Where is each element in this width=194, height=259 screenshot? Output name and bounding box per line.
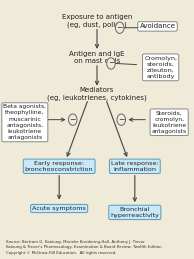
Text: Avoidance: Avoidance [139, 23, 176, 30]
Text: Cromolyn,
steroids,
zileuton,
antibody: Cromolyn, steroids, zileuton, antibody [144, 55, 177, 79]
Circle shape [107, 58, 115, 69]
Text: −: − [118, 115, 124, 124]
Text: Antigen and IgE
on mast cells: Antigen and IgE on mast cells [69, 51, 125, 64]
Text: Mediators
(eg, leukotrienes, cytokines): Mediators (eg, leukotrienes, cytokines) [47, 87, 147, 101]
Text: −: − [70, 115, 76, 124]
Circle shape [115, 22, 124, 33]
Text: Acute symptoms: Acute symptoms [32, 206, 86, 211]
Text: Late response:
inflammation: Late response: inflammation [111, 161, 159, 172]
Text: −: − [117, 23, 123, 32]
Text: Steroids,
cromolyn,
leukotriene
antagonists: Steroids, cromolyn, leukotriene antagoni… [152, 110, 187, 134]
Text: Exposure to antigen
(eg, dust, pollen): Exposure to antigen (eg, dust, pollen) [62, 13, 132, 28]
Circle shape [68, 114, 77, 125]
Text: −: − [108, 59, 114, 67]
Circle shape [117, 114, 126, 125]
Text: Early response:
bronchooconstriction: Early response: bronchooconstriction [25, 161, 94, 172]
Text: Bronchial
hyperreactivity: Bronchial hyperreactivity [110, 207, 159, 218]
Text: Beta agonists,
theophylline,
muscarinic
antagonists,
leukotriene
antagonists: Beta agonists, theophylline, muscarinic … [3, 104, 46, 140]
Text: Source: Bertram G. Katzung, Marieke Kruidering-Hall, Anthony J. Trevor
Katzung &: Source: Bertram G. Katzung, Marieke Krui… [6, 240, 161, 255]
